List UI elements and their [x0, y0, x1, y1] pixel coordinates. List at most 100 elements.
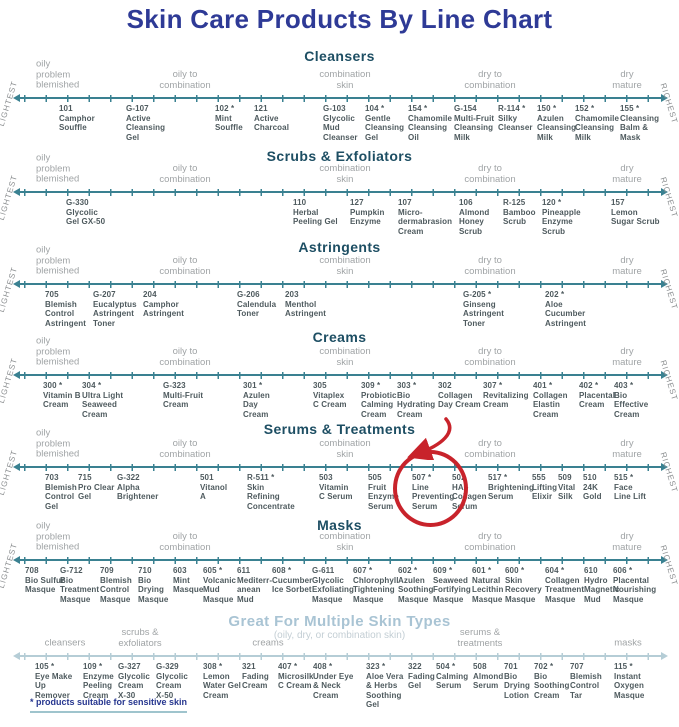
skin-type-label: oily problem blemished — [36, 335, 80, 368]
highlight-arrow-icon — [407, 417, 452, 460]
product-109: 109 * Enzyme Peeling Cream — [83, 662, 114, 700]
product-107: 107 Micro- dermabrasion Cream — [398, 198, 453, 236]
product-G-323: G-323 Multi-Fruit Cream — [163, 381, 204, 409]
axis-ticks — [24, 280, 657, 288]
product-402: 402 * Placental Cream — [579, 381, 616, 409]
skin-type-label: dry to combination — [464, 255, 516, 277]
skin-type-label: creams — [252, 637, 284, 649]
lightest-label: LIGHTEST — [0, 79, 20, 128]
product-G-322: G-322 Alpha Brightener — [117, 473, 159, 501]
product-303: 303 * Bio Hydrating Cream — [397, 381, 436, 419]
skin-type-label: dry to combination — [464, 438, 516, 460]
richest-label: RICHEST — [658, 451, 679, 494]
axis-baseline — [18, 191, 663, 193]
skin-type-label: combination skin — [319, 346, 371, 368]
skin-type-label: dry mature — [612, 438, 642, 460]
product-157: 157 Lemon Sugar Scrub — [611, 198, 660, 226]
skin-type-label: cleansers — [44, 637, 86, 649]
product-110: 110 Herbal Peeling Gel — [293, 198, 338, 226]
sensitive-skin-footnote: * products suitable for sensitive skin — [30, 697, 188, 713]
skin-type-label: oily to combination — [159, 346, 211, 368]
skin-type-label: dry to combination — [464, 163, 516, 185]
product-152: 152 * Chamomile Cleansing Milk — [575, 104, 620, 142]
product-611: 611 Mediterr- anean Mud — [237, 566, 273, 604]
product-101: 101 Camphor Souffle — [59, 104, 95, 132]
product-308: 308 * Lemon Water Gel Cream — [203, 662, 241, 700]
skin-type-label: oily problem blemished — [36, 244, 80, 277]
product-G-154: G-154 Multi-Fruit Cleansing Milk — [454, 104, 495, 142]
product-R-114: R-114 * Silky Cleanser — [498, 104, 533, 132]
skin-type-label: dry mature — [612, 346, 642, 368]
product-401: 401 * Collagen Elastin Cream — [533, 381, 568, 419]
richest-label: RICHEST — [658, 82, 679, 125]
axis-baseline — [18, 283, 663, 285]
richest-label: RICHEST — [658, 544, 679, 587]
skin-type-label: masks — [614, 637, 642, 649]
product-121: 121 Active Charcoal — [254, 104, 290, 132]
skin-type-label: oily problem blemished — [36, 58, 80, 91]
axis-line — [13, 556, 668, 564]
axis-line — [13, 94, 668, 102]
product-127: 127 Pumpkin Enzyme — [350, 198, 385, 226]
skin-type-label: dry mature — [612, 69, 642, 91]
product-701: 701 Bio Drying Lotion — [504, 662, 530, 700]
highlight-circle — [393, 450, 468, 527]
skin-type-label: dry mature — [612, 255, 642, 277]
product-G-207: G-207 Eucalyptus Astringent Toner — [93, 290, 137, 328]
skin-type-label: combination skin — [319, 531, 371, 553]
skin-type-label: combination skin — [319, 438, 371, 460]
lightest-label: LIGHTEST — [0, 541, 20, 590]
product-R-125: R-125 Bamboo Scrub — [503, 198, 536, 226]
product-603: 603 Mint Masque — [173, 566, 204, 594]
product-102: 102 * Mint Souffle — [215, 104, 243, 132]
product-705: 705 Blemish Control Astringent — [45, 290, 86, 328]
richest-label: RICHEST — [658, 176, 679, 219]
product-509: 509 Vital Silk — [558, 473, 576, 501]
product-710: 710 Bio Drying Masque — [138, 566, 169, 604]
row-header-scrubs-exfoliators: Scrubs & Exfoliators — [266, 148, 413, 164]
axis-baseline — [18, 374, 663, 376]
product-609: 609 * Seaweed Fortifying Masque — [433, 566, 471, 604]
product-G-611: G-611 Glycolic Exfoliating Masque — [312, 566, 354, 604]
axis-line — [13, 280, 668, 288]
axis-line — [13, 652, 668, 660]
product-309: 309 * Probiotic Calming Cream — [361, 381, 397, 419]
skin-type-label: combination skin — [319, 163, 371, 185]
row-header-creams: Creams — [312, 329, 367, 345]
row-header-masks: Masks — [317, 517, 362, 533]
product-106: 106 Almond Honey Scrub — [459, 198, 490, 236]
product-601: 601 * Natural Lecithin Masque — [472, 566, 504, 604]
axis-ticks — [24, 371, 657, 379]
axis-line — [13, 188, 668, 196]
product-715: 715 Pro Clear Gel — [78, 473, 115, 501]
product-R-511: R-511 * Skin Refining Concentrate — [247, 473, 295, 511]
axis-ticks — [24, 188, 657, 196]
axis-line — [13, 371, 668, 379]
product-104: 104 * Gentle Cleansing Gel — [365, 104, 405, 142]
richest-label: RICHEST — [658, 268, 679, 311]
product-515: 515 * Face Line Lift — [614, 473, 647, 501]
lightest-label: LIGHTEST — [0, 173, 20, 222]
product-154: 154 * Chamomile Cleansing Oil — [408, 104, 453, 142]
product-G-330: G-330 Glycolic Gel GX-50 — [66, 198, 106, 226]
skin-type-label: oily to combination — [159, 69, 211, 91]
product-709: 709 Blemish Control Masque — [100, 566, 132, 604]
axis-baseline — [18, 655, 663, 657]
product-322: 322 Fading Gel — [408, 662, 435, 690]
product-203: 203 Menthol Astringent — [285, 290, 326, 318]
product-120: 120 * Pineapple Enzyme Scrub — [542, 198, 581, 236]
richest-label: RICHEST — [658, 359, 679, 402]
product-408: 408 * Under Eye & Neck Cream — [313, 662, 354, 700]
product-302: 302 Collagen Day Cream — [438, 381, 481, 409]
skin-type-label: dry to combination — [464, 531, 516, 553]
product-508: 508 Almond Serum — [473, 662, 504, 690]
axis-line — [13, 463, 668, 471]
product-702: 702 * Bio Soothing Cream — [534, 662, 570, 700]
product-600: 600 * Skin Recovery Masque — [505, 566, 542, 604]
